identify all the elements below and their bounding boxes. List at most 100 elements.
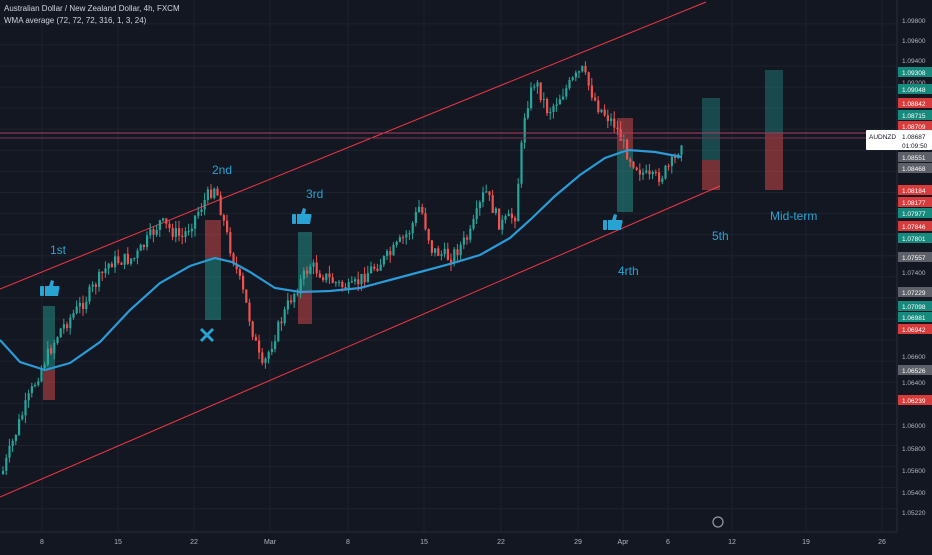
candle-body	[568, 79, 571, 89]
candle-body	[110, 263, 113, 268]
candle-body	[542, 99, 545, 101]
price-label: 1.07229	[902, 290, 926, 297]
price-label: 1.06981	[902, 315, 926, 322]
candle-body	[411, 223, 414, 234]
price-label: 1.06239	[902, 398, 926, 405]
candle-body	[578, 71, 581, 73]
price-label: 1.08709	[902, 124, 926, 131]
candle-body	[536, 82, 539, 87]
candle-body	[600, 109, 603, 113]
price-label-bg	[898, 252, 932, 262]
candle-body	[261, 352, 264, 363]
time-axis-bg	[0, 532, 897, 550]
price-label-bg	[898, 365, 932, 375]
price-tick-label: 1.09800	[902, 18, 926, 25]
candle-body	[331, 277, 334, 283]
candle-body	[200, 209, 203, 213]
price-tick-label: 1.05220	[902, 510, 926, 517]
candle-body	[562, 96, 565, 100]
candle-body	[526, 108, 529, 118]
candle-body	[56, 337, 59, 344]
candle-body	[520, 142, 523, 184]
candle-body	[338, 281, 341, 283]
candle-body	[616, 127, 619, 130]
candle-body	[667, 165, 670, 167]
price-tick-label: 1.05400	[902, 490, 926, 497]
candle-body	[638, 169, 641, 175]
candle-body	[66, 324, 69, 328]
candle-body	[645, 170, 648, 173]
candle-body	[130, 258, 133, 264]
candle-body	[504, 216, 507, 220]
candle-body	[306, 270, 309, 274]
price-label: 1.08551	[902, 155, 926, 162]
position-box-stop	[765, 134, 783, 190]
candle-body	[213, 188, 216, 198]
candle-body	[664, 165, 667, 179]
price-label-bg	[898, 152, 932, 162]
price-label-bg	[898, 98, 932, 108]
candle-body	[584, 65, 587, 73]
price-label-bg	[898, 67, 932, 77]
candle-body	[43, 364, 46, 368]
candle-body	[69, 317, 72, 328]
candle-body	[523, 117, 526, 143]
candle-body	[472, 219, 475, 229]
position-box-target	[43, 306, 55, 370]
candle-body	[670, 156, 673, 166]
price-axis: 1.09800 1.09600 1.09400 1.09200 1.07400 1.066…	[866, 0, 932, 550]
time-tick-label: 22	[190, 539, 198, 546]
time-tick-label: Apr	[618, 539, 630, 546]
current-price-tag-bg	[866, 130, 932, 150]
candle-body	[642, 172, 645, 175]
candle-body	[98, 271, 101, 287]
annotation-label: 3rd	[306, 187, 323, 201]
price-label-bg	[898, 185, 932, 195]
candle-body	[197, 212, 200, 216]
candle-body	[126, 253, 129, 264]
candle-body	[360, 273, 363, 285]
price-label: 1.07801	[902, 236, 926, 243]
candle-body	[101, 271, 104, 274]
candle-body	[533, 86, 536, 88]
candle-body	[392, 245, 395, 256]
candle-body	[72, 313, 75, 318]
candle-body	[363, 273, 366, 283]
candle-body	[498, 208, 501, 230]
candle-body	[418, 206, 421, 213]
candle-body	[517, 183, 520, 222]
candle-body	[14, 434, 17, 441]
current-price-value: 1.08687	[902, 134, 926, 141]
candle-body	[603, 109, 606, 116]
candle-body	[574, 72, 577, 78]
annotation-label: 4rth	[618, 264, 639, 278]
price-tick-label: 1.07400	[902, 270, 926, 277]
candle-body	[222, 215, 225, 221]
candle-body	[376, 268, 379, 271]
candle-body	[386, 251, 389, 257]
candle-body	[421, 206, 424, 214]
candle-body	[402, 237, 405, 239]
annotation-label: 1st	[50, 243, 67, 257]
price-label-bg	[898, 208, 932, 218]
candle-body	[30, 386, 33, 394]
chart-symbol-title: Australian Dollar / New Zealand Dollar, …	[4, 4, 180, 13]
price-tick-label: 1.05800	[902, 446, 926, 453]
current-price-symbol: AUDNZD	[869, 134, 896, 141]
candle-body	[277, 321, 280, 342]
grid	[0, 0, 897, 532]
candle-body	[309, 266, 312, 274]
candle-body	[510, 213, 513, 219]
candle-body	[456, 249, 459, 256]
time-tick-label: 6	[666, 539, 670, 546]
candle-body	[654, 171, 657, 173]
candle-body	[280, 321, 283, 324]
candle-body	[379, 264, 382, 271]
price-label: 1.06942	[902, 327, 926, 334]
price-label-bg	[898, 197, 932, 207]
candle-body	[37, 381, 40, 385]
candle-body	[424, 213, 427, 230]
candle-body	[514, 218, 517, 222]
